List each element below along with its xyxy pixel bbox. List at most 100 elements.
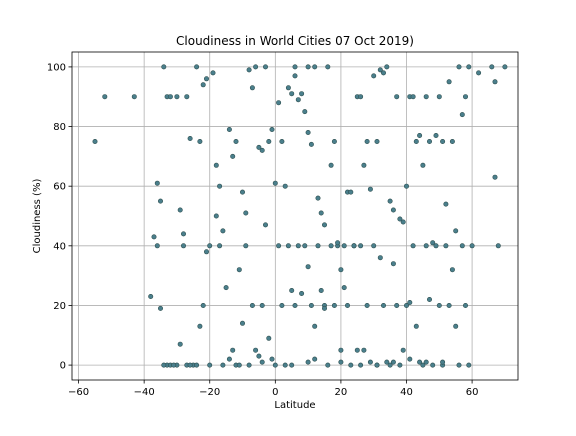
data-point bbox=[449, 139, 455, 145]
data-point bbox=[380, 302, 386, 308]
data-point bbox=[338, 359, 344, 365]
data-point bbox=[413, 323, 419, 329]
chart-title: Cloudiness in World Cities 07 Oct 2019) bbox=[176, 34, 414, 48]
data-point bbox=[456, 362, 462, 368]
data-point bbox=[354, 347, 360, 353]
data-point bbox=[420, 162, 426, 168]
data-point bbox=[426, 139, 432, 145]
data-point bbox=[269, 356, 275, 362]
data-point bbox=[430, 240, 436, 246]
data-point bbox=[279, 139, 285, 145]
data-point bbox=[276, 243, 282, 249]
data-point bbox=[289, 287, 295, 293]
data-point bbox=[299, 290, 305, 296]
y-tick-label: 40 bbox=[53, 241, 66, 252]
data-point bbox=[223, 285, 229, 291]
data-point bbox=[305, 359, 311, 365]
data-point bbox=[299, 91, 305, 97]
data-point bbox=[181, 243, 187, 249]
data-point bbox=[292, 302, 298, 308]
data-point bbox=[236, 267, 242, 273]
data-point bbox=[331, 139, 337, 145]
data-point bbox=[495, 243, 501, 249]
scatter-points bbox=[92, 64, 508, 368]
data-point bbox=[443, 243, 449, 249]
x-tick-label: −60 bbox=[68, 387, 89, 398]
data-point bbox=[377, 255, 383, 261]
x-tick-label: 0 bbox=[272, 387, 278, 398]
data-point bbox=[407, 299, 413, 305]
data-point bbox=[302, 243, 308, 249]
data-point bbox=[292, 64, 298, 70]
data-point bbox=[321, 305, 327, 311]
data-point bbox=[204, 249, 210, 255]
data-point bbox=[217, 183, 223, 189]
data-point bbox=[318, 210, 324, 216]
data-point bbox=[492, 79, 498, 85]
data-point bbox=[338, 267, 344, 273]
data-point bbox=[262, 222, 268, 228]
data-point bbox=[328, 243, 334, 249]
data-point bbox=[335, 240, 341, 246]
y-axis-label: Cloudiness (%) bbox=[32, 179, 43, 254]
data-point bbox=[436, 94, 442, 100]
data-point bbox=[220, 228, 226, 234]
x-tick-label: 40 bbox=[400, 387, 413, 398]
data-point bbox=[220, 362, 226, 368]
data-point bbox=[374, 362, 380, 368]
data-point bbox=[289, 362, 295, 368]
data-point bbox=[243, 243, 249, 249]
data-point bbox=[492, 174, 498, 180]
x-tick-label: 20 bbox=[335, 387, 348, 398]
data-point bbox=[440, 359, 446, 365]
data-point bbox=[305, 64, 311, 70]
x-tick-label: 60 bbox=[466, 387, 479, 398]
data-point bbox=[469, 243, 475, 249]
data-point bbox=[449, 267, 455, 273]
data-point bbox=[154, 180, 160, 186]
data-point bbox=[426, 296, 432, 302]
x-axis-label: Latitude bbox=[274, 400, 315, 411]
data-point bbox=[230, 153, 236, 159]
data-point bbox=[249, 85, 255, 91]
data-point bbox=[361, 162, 367, 168]
data-point bbox=[394, 302, 400, 308]
data-point bbox=[210, 70, 216, 76]
y-tick-label: 60 bbox=[53, 182, 66, 193]
y-axis-ticks: 0 20 40 60 80 100 bbox=[47, 62, 72, 372]
data-point bbox=[397, 362, 403, 368]
y-tick-label: 0 bbox=[60, 361, 66, 372]
data-point bbox=[380, 70, 386, 76]
data-point bbox=[230, 347, 236, 353]
data-point bbox=[282, 183, 288, 189]
data-point bbox=[174, 94, 180, 100]
data-point bbox=[410, 94, 416, 100]
data-point bbox=[459, 112, 465, 118]
data-point bbox=[423, 94, 429, 100]
data-point bbox=[423, 359, 429, 365]
data-point bbox=[462, 302, 468, 308]
data-point bbox=[171, 362, 177, 368]
data-point bbox=[315, 195, 321, 201]
data-point bbox=[285, 243, 291, 249]
data-point bbox=[384, 64, 390, 70]
data-point bbox=[295, 97, 301, 103]
data-point bbox=[341, 243, 347, 249]
data-point bbox=[390, 359, 396, 365]
data-point bbox=[266, 335, 272, 341]
data-point bbox=[387, 198, 393, 204]
data-point bbox=[315, 243, 321, 249]
data-point bbox=[289, 91, 295, 97]
data-point bbox=[387, 362, 393, 368]
data-point bbox=[253, 347, 259, 353]
data-point bbox=[358, 94, 364, 100]
data-point bbox=[200, 82, 206, 88]
data-point bbox=[351, 243, 357, 249]
data-point bbox=[207, 243, 213, 249]
data-point bbox=[456, 64, 462, 70]
data-point bbox=[217, 243, 223, 249]
data-point bbox=[272, 180, 278, 186]
data-point bbox=[194, 64, 200, 70]
